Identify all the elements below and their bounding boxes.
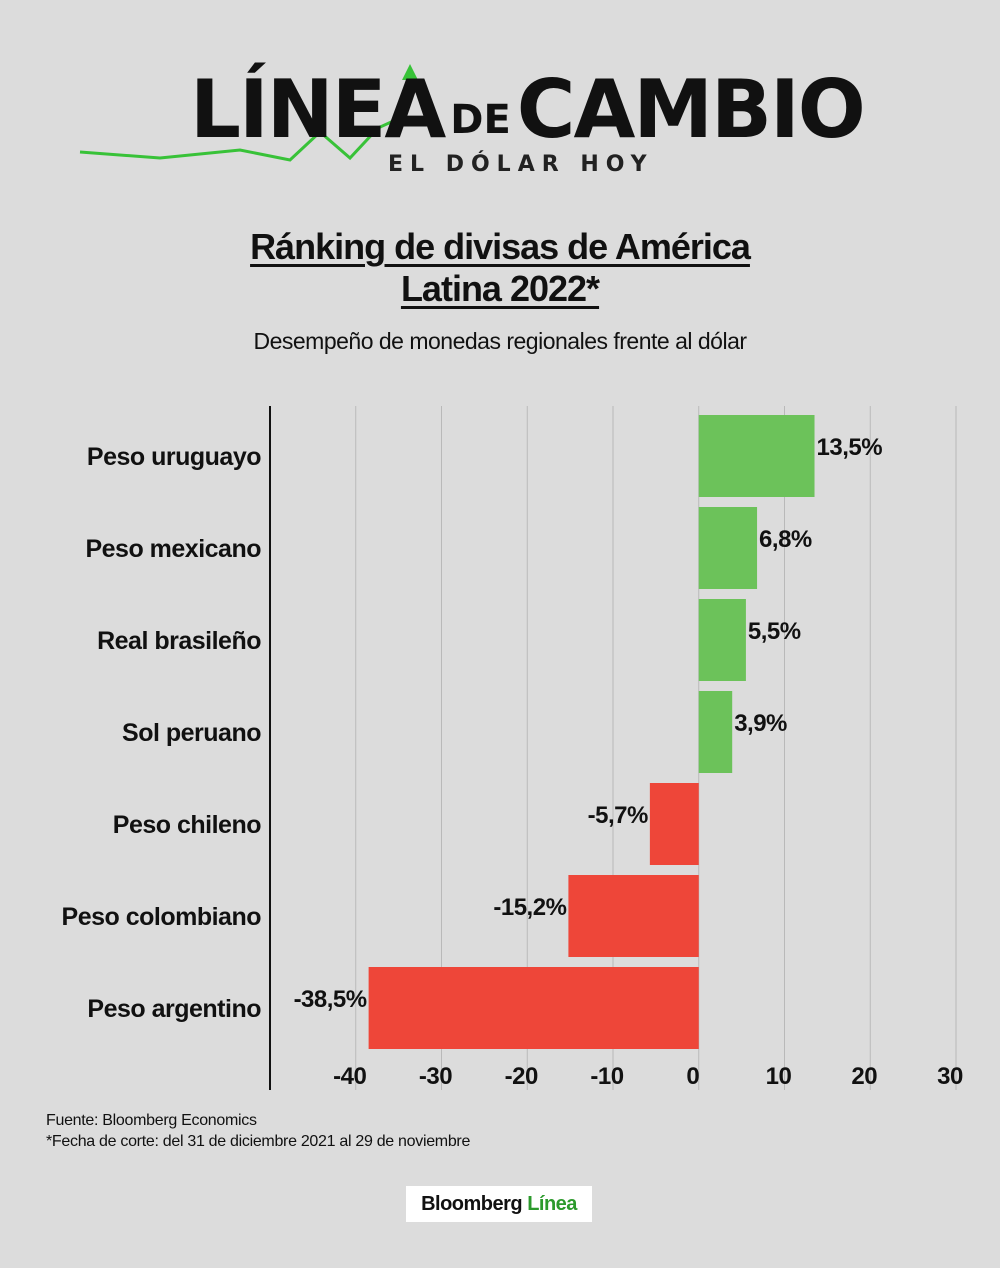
x-tick-label: -40	[333, 1063, 366, 1090]
bar	[698, 691, 733, 773]
chart-subtitle: Desempeño de monedas regionales frente a…	[253, 328, 747, 354]
logo-word-linea: LÍNEA	[190, 63, 446, 156]
bar	[698, 415, 815, 497]
logo-title: LÍNEA DECAMBIO	[190, 70, 866, 150]
bar	[368, 967, 699, 1049]
chart-title-line2: Latina 2022*	[400, 268, 600, 309]
trend-arrow-icon	[79, 64, 418, 162]
category-labels: Peso uruguayo Peso mexicano Real brasileño…	[62, 443, 262, 1023]
x-tick-label: 0	[686, 1063, 699, 1090]
category-label: Peso colombiano	[62, 903, 262, 931]
category-label: Real brasileño	[97, 627, 261, 655]
brand-name: Bloomberg	[421, 1193, 523, 1215]
value-labels: 13,5% 6,8% 5,5% 3,9% -5,7% -15,2% -38,5%	[294, 434, 883, 1013]
x-tick-label: -20	[505, 1063, 538, 1090]
category-label: Peso mexicano	[85, 535, 261, 563]
value-label: -38,5%	[294, 986, 367, 1013]
logo-word-de: DE	[450, 97, 511, 143]
bar	[649, 783, 699, 865]
trend-line	[79, 69, 412, 162]
value-label: 6,8%	[759, 526, 812, 553]
logo-word-cambio: CAMBIO	[516, 63, 866, 156]
logo: LÍNEA DECAMBIO EL DÓLAR HOY	[0, 0, 1000, 190]
bloomberg-linea-logo: Bloomberg Línea	[406, 1186, 592, 1222]
chart-title: Ránking de divisas de América Latina 202…	[0, 226, 1000, 310]
value-label: -5,7%	[588, 802, 648, 829]
value-label: -15,2%	[493, 894, 566, 921]
category-label: Sol peruano	[122, 719, 261, 747]
date-note: *Fecha de corte: del 31 de diciembre 202…	[46, 1133, 471, 1150]
bar-chart: Peso uruguayo Peso mexicano Real brasileño…	[62, 406, 963, 1090]
x-tick-label: 20	[851, 1063, 877, 1090]
x-tick-label: 30	[937, 1063, 963, 1090]
x-tick-label: -30	[419, 1063, 452, 1090]
category-label: Peso uruguayo	[87, 443, 261, 471]
x-tick-label: -10	[590, 1063, 623, 1090]
logo-subtitle: EL DÓLAR HOY	[388, 152, 654, 177]
x-tick-labels: -40 -30 -20 -10 0 10 20 30	[333, 1063, 963, 1090]
value-label: 5,5%	[748, 618, 801, 645]
source-note: Fuente: Bloomberg Economics	[46, 1112, 257, 1129]
bar	[698, 507, 758, 589]
x-tick-label: 10	[766, 1063, 792, 1090]
value-label: 13,5%	[817, 434, 883, 461]
category-label: Peso argentino	[87, 995, 261, 1023]
chart-title-line1: Ránking de divisas de América	[250, 226, 751, 267]
bars	[368, 415, 815, 1049]
bar	[568, 875, 699, 957]
value-label: 3,9%	[734, 710, 787, 737]
arrow-head	[402, 64, 418, 80]
brand-accent: Línea	[527, 1193, 577, 1215]
footer: Fuente: Bloomberg Economics *Fecha de co…	[46, 1110, 470, 1152]
category-label: Peso chileno	[113, 811, 261, 839]
bar	[698, 599, 746, 681]
